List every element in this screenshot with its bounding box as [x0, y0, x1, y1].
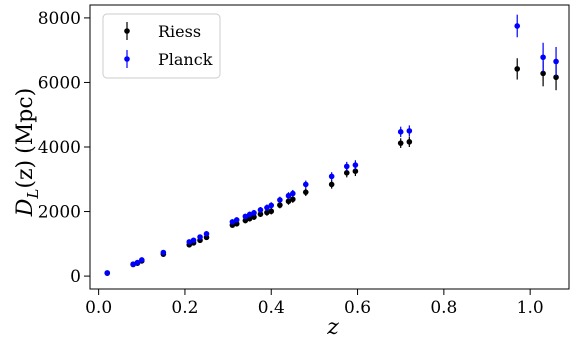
planck-point — [134, 259, 141, 266]
planck-point — [406, 128, 413, 134]
series-planck — [104, 14, 559, 276]
riess-point — [343, 170, 350, 176]
y-tick-label: 6000 — [38, 73, 81, 93]
riess-point — [264, 209, 270, 216]
planck-point — [203, 231, 210, 237]
planck-point — [514, 23, 521, 29]
legend-entries: Riess Planck — [124, 22, 213, 69]
riess-point — [553, 74, 559, 81]
legend-marker — [124, 56, 130, 62]
planck-point — [540, 54, 546, 61]
planck-point — [130, 261, 136, 267]
riess-point — [328, 181, 335, 188]
planck-point — [328, 173, 335, 180]
riess-point — [246, 215, 253, 222]
legend-marker — [124, 28, 130, 34]
planck-point — [197, 234, 203, 240]
legend: Riess Planck — [102, 13, 221, 79]
riess-point — [257, 211, 264, 217]
planck-point — [229, 219, 236, 225]
plot-points — [104, 14, 559, 276]
x-tick-label: 0.2 — [171, 298, 198, 318]
y-axis-label-units: (Mpc) — [13, 88, 38, 154]
planck-point — [290, 190, 296, 197]
y-axis-label: DL(z) (Mpc) — [13, 88, 42, 217]
planck-point — [277, 197, 283, 203]
x-axis-label: z — [326, 315, 339, 339]
planck-point — [268, 202, 275, 209]
legend-entry-riess: Riess — [124, 22, 201, 41]
planck-point — [397, 129, 404, 135]
planck-point — [343, 163, 350, 170]
y-tick-label: 2000 — [38, 203, 81, 223]
riess-point — [233, 221, 240, 227]
legend-box — [102, 13, 221, 79]
planck-point — [352, 162, 359, 168]
planck-point — [104, 270, 111, 276]
y-tick-label: 4000 — [38, 138, 81, 158]
planck-point — [553, 58, 559, 65]
y-axis-label-main: D — [13, 198, 38, 217]
riess-point — [514, 66, 521, 72]
planck-point — [251, 210, 257, 216]
x-tick-label: 0.4 — [258, 298, 285, 318]
planck-point — [264, 204, 270, 211]
legend-label: Riess — [158, 22, 201, 41]
riess-point — [277, 202, 283, 208]
planck-point — [285, 192, 292, 199]
riess-point — [242, 217, 249, 224]
riess-point — [302, 189, 309, 195]
planck-point — [233, 217, 240, 223]
riess-point — [406, 139, 413, 145]
planck-point — [242, 213, 249, 220]
y-axis-label-sub: L — [24, 189, 42, 200]
y-tick-label: 8000 — [38, 9, 81, 29]
y-tick-label: 0 — [70, 267, 81, 287]
planck-point — [190, 237, 197, 244]
riess-point — [290, 196, 296, 203]
riess-point — [251, 214, 257, 220]
series-riess — [104, 58, 559, 276]
riess-point — [285, 198, 292, 205]
planck-point — [246, 211, 253, 218]
planck-point — [160, 249, 167, 256]
planck-point — [302, 181, 309, 188]
x-tick-label: 1.0 — [517, 298, 544, 318]
planck-point — [257, 207, 264, 213]
x-tick-label: 0.8 — [430, 298, 457, 318]
planck-point — [186, 239, 193, 245]
planck-point — [138, 257, 145, 263]
y-axis-label-args: (z) — [13, 160, 38, 189]
riess-point — [268, 208, 275, 215]
riess-point — [352, 168, 359, 175]
y-axis-ticks: 0 2000 4000 6000 8000 — [38, 9, 90, 287]
x-axis-ticks: 0.0 0.2 0.4 0.6 0.8 1.0 — [85, 289, 544, 318]
x-tick-label: 0.6 — [344, 298, 371, 318]
legend-entry-planck: Planck — [124, 50, 213, 69]
riess-point — [397, 140, 404, 146]
legend-label: Planck — [158, 50, 213, 69]
riess-point — [540, 70, 546, 77]
x-tick-label: 0.0 — [85, 298, 112, 318]
